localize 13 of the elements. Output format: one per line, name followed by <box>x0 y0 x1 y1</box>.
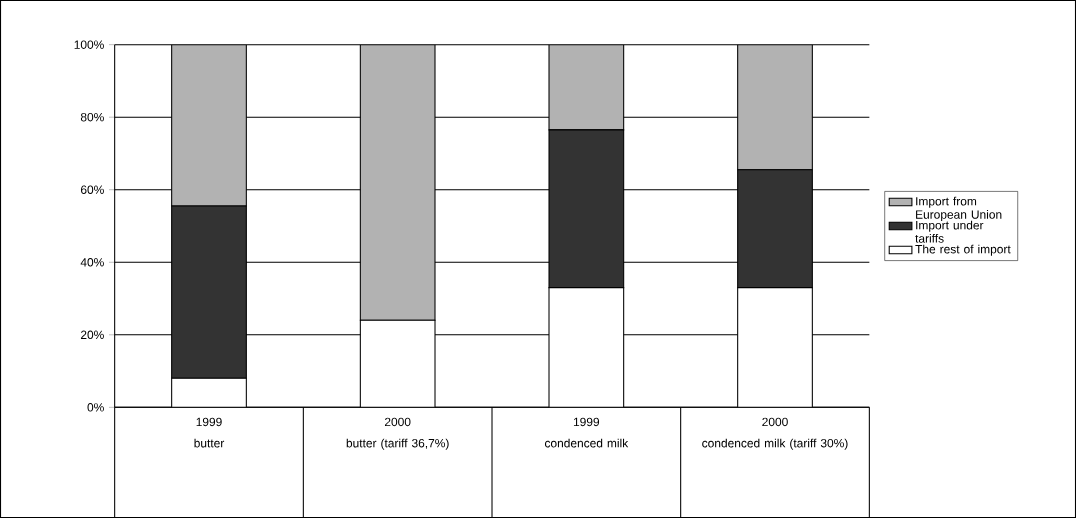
y-tick-label: 40% <box>80 258 104 267</box>
legend-label: Import under tariffs <box>915 220 984 243</box>
legend-label: The rest of import <box>915 244 1011 256</box>
y-tick-label: 100% <box>74 40 104 49</box>
y-tick-label: 20% <box>80 330 104 340</box>
y-tick-label: 60% <box>80 185 104 194</box>
x-tick-label: 1999 condenced milk <box>544 417 629 448</box>
y-tick-label: 0% <box>87 403 104 412</box>
y-tick-label: 80% <box>80 112 104 122</box>
x-tick-label: 2000 condenced milk (tariff 30%) <box>702 417 848 450</box>
x-tick-label: 2000 butter (tariff 36,7%) <box>346 417 449 450</box>
legend-label: Import from European Union <box>916 196 1002 222</box>
x-tick-label: 1999 butter <box>194 417 225 448</box>
